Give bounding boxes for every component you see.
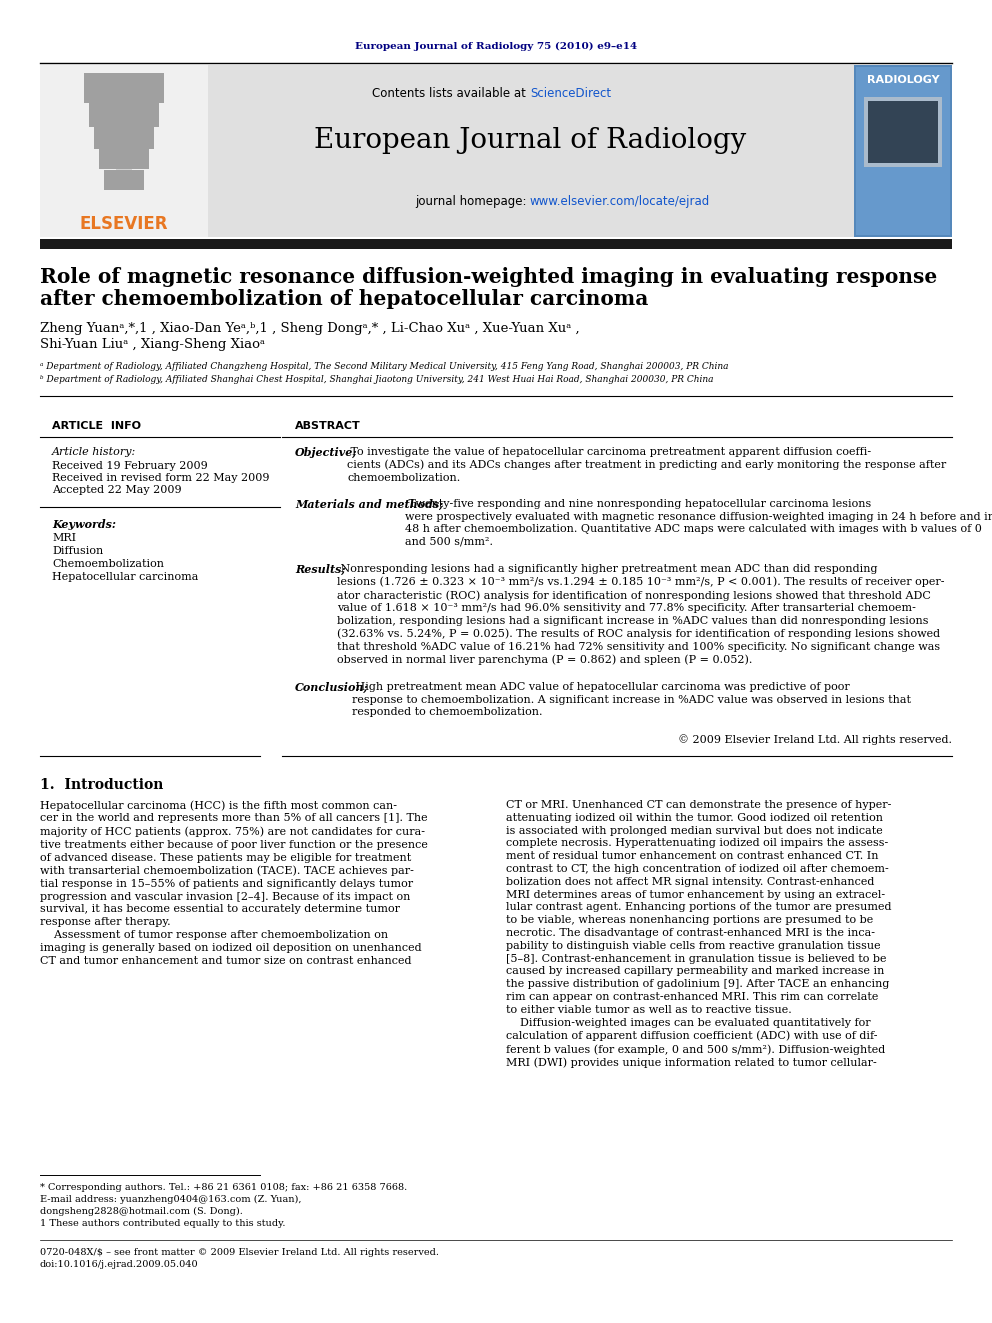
Bar — [864, 97, 942, 167]
Text: Zheng Yuanᵃ,*,1 , Xiao-Dan Yeᵃ,ᵇ,1 , Sheng Dongᵃ,* , Li-Chao Xuᵃ , Xue-Yuan Xuᵃ : Zheng Yuanᵃ,*,1 , Xiao-Dan Yeᵃ,ᵇ,1 , She… — [40, 321, 579, 335]
Text: Shi-Yuan Liuᵃ , Xiang-Sheng Xiaoᵃ: Shi-Yuan Liuᵃ , Xiang-Sheng Xiaoᵃ — [40, 337, 265, 351]
Text: Hepatocellular carcinoma: Hepatocellular carcinoma — [52, 572, 198, 582]
Text: 0720-048X/$ – see front matter © 2009 Elsevier Ireland Ltd. All rights reserved.: 0720-048X/$ – see front matter © 2009 El… — [40, 1248, 439, 1257]
Bar — [104, 169, 144, 191]
Text: RADIOLOGY: RADIOLOGY — [867, 75, 939, 85]
Text: ᵇ Department of Radiology, Affiliated Shanghai Chest Hospital, Shanghai Jiaotong: ᵇ Department of Radiology, Affiliated Sh… — [40, 374, 713, 384]
Text: Results;: Results; — [295, 564, 345, 576]
Bar — [856, 67, 950, 235]
Text: * Corresponding authors. Tel.: +86 21 6361 0108; fax: +86 21 6358 7668.: * Corresponding authors. Tel.: +86 21 63… — [40, 1183, 408, 1192]
Text: Received 19 February 2009: Received 19 February 2009 — [52, 460, 207, 471]
Bar — [854, 65, 952, 237]
Text: MRI: MRI — [52, 533, 76, 542]
Bar — [84, 73, 164, 103]
Text: To investigate the value of hepatocellular carcinoma pretreatment apparent diffu: To investigate the value of hepatocellul… — [347, 447, 946, 483]
Text: High pretreatment mean ADC value of hepatocellular carcinoma was predictive of p: High pretreatment mean ADC value of hepa… — [352, 681, 911, 717]
Text: European Journal of Radiology 75 (2010) e9–e14: European Journal of Radiology 75 (2010) … — [355, 42, 637, 52]
Bar — [40, 65, 208, 237]
Text: Diffusion: Diffusion — [52, 546, 103, 556]
Bar — [94, 124, 154, 149]
Text: © 2009 Elsevier Ireland Ltd. All rights reserved.: © 2009 Elsevier Ireland Ltd. All rights … — [678, 734, 952, 745]
Text: Article history:: Article history: — [52, 447, 136, 456]
Bar — [89, 99, 159, 127]
Text: 1.  Introduction: 1. Introduction — [40, 778, 164, 792]
Bar — [99, 147, 149, 169]
Text: E-mail address: yuanzheng0404@163.com (Z. Yuan),: E-mail address: yuanzheng0404@163.com (Z… — [40, 1195, 302, 1204]
Text: www.elsevier.com/locate/ejrad: www.elsevier.com/locate/ejrad — [530, 194, 710, 208]
Text: Materials and methods;: Materials and methods; — [295, 499, 443, 511]
Text: Objective;: Objective; — [295, 447, 357, 458]
Text: ABSTRACT: ABSTRACT — [295, 421, 361, 431]
Text: 1 These authors contributed equally to this study.: 1 These authors contributed equally to t… — [40, 1218, 286, 1228]
Bar — [40, 65, 952, 237]
Text: Twenty-five responding and nine nonresponding hepatocellular carcinoma lesions
w: Twenty-five responding and nine nonrespo… — [405, 499, 992, 546]
Text: Chemoembolization: Chemoembolization — [52, 560, 164, 569]
Text: Nonresponding lesions had a significantly higher pretreatment mean ADC than did : Nonresponding lesions had a significantl… — [337, 564, 944, 665]
Text: Contents lists available at: Contents lists available at — [372, 87, 530, 101]
Text: Keywords:: Keywords: — [52, 519, 116, 531]
Text: CT or MRI. Unenhanced CT can demonstrate the presence of hyper-
attenuating iodi: CT or MRI. Unenhanced CT can demonstrate… — [506, 800, 892, 1068]
Bar — [116, 73, 132, 183]
Text: ScienceDirect: ScienceDirect — [530, 87, 611, 101]
Text: dongsheng2828@hotmail.com (S. Dong).: dongsheng2828@hotmail.com (S. Dong). — [40, 1207, 243, 1216]
Text: ᵃ Department of Radiology, Affiliated Changzheng Hospital, The Second Military M: ᵃ Department of Radiology, Affiliated Ch… — [40, 363, 728, 370]
Bar — [868, 101, 938, 163]
Bar — [40, 239, 952, 249]
Text: European Journal of Radiology: European Journal of Radiology — [313, 127, 746, 153]
Text: ELSEVIER: ELSEVIER — [79, 216, 169, 233]
Text: Role of magnetic resonance diffusion-weighted imaging in evaluating response: Role of magnetic resonance diffusion-wei… — [40, 267, 937, 287]
Text: doi:10.1016/j.ejrad.2009.05.040: doi:10.1016/j.ejrad.2009.05.040 — [40, 1259, 198, 1269]
Text: Conclusion;: Conclusion; — [295, 681, 369, 693]
Text: Accepted 22 May 2009: Accepted 22 May 2009 — [52, 486, 182, 495]
Text: Hepatocellular carcinoma (HCC) is the fifth most common can-
cer in the world an: Hepatocellular carcinoma (HCC) is the fi… — [40, 800, 428, 966]
Text: after chemoembolization of hepatocellular carcinoma: after chemoembolization of hepatocellula… — [40, 288, 649, 310]
Text: journal homepage:: journal homepage: — [415, 194, 530, 208]
Text: Received in revised form 22 May 2009: Received in revised form 22 May 2009 — [52, 474, 270, 483]
Text: ARTICLE  INFO: ARTICLE INFO — [52, 421, 141, 431]
